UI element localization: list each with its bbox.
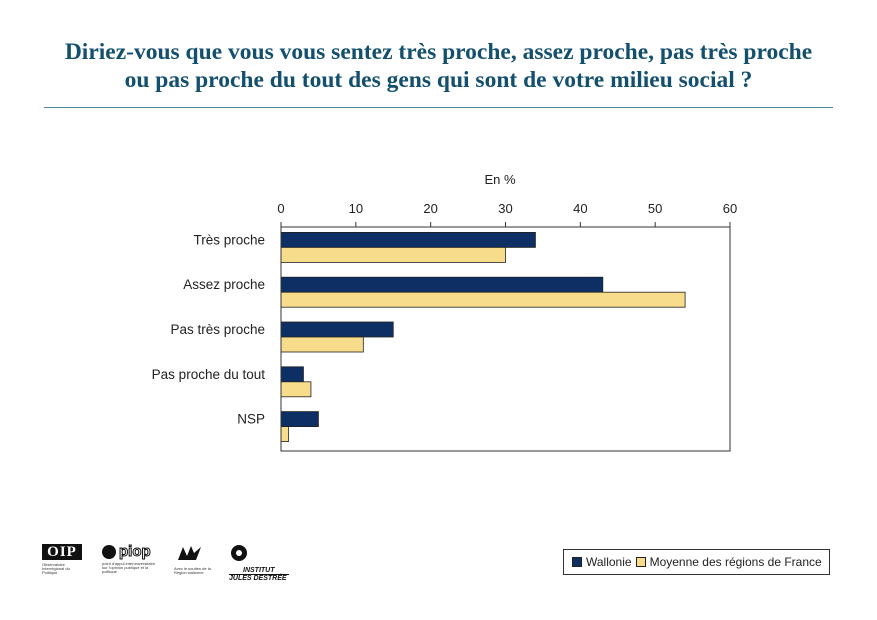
title-divider [44, 107, 833, 108]
piop-logo-mark: piop [119, 543, 152, 560]
wallonie-logo: Avec le soutien de la Région wallonne [174, 544, 214, 575]
bar-wallonie [280, 321, 394, 338]
legend-item-wallonie: Wallonie [572, 555, 632, 569]
bar-france [280, 246, 506, 263]
ijd-logo: INSTITUT JULES DESTRÉE [229, 544, 289, 582]
x-tick-label: 60 [723, 201, 737, 216]
category-label: Très proche [193, 232, 265, 247]
legend-item-france: Moyenne des régions de France [635, 555, 822, 569]
legend-label-wallonie: Wallonie [586, 555, 632, 569]
chart-title: Diriez-vous que vous vous sentez très pr… [20, 38, 857, 94]
bar-wallonie [280, 411, 319, 428]
bar-france [280, 381, 312, 398]
wallonie-logo-caption: Avec le soutien de la Région wallonne [174, 566, 211, 575]
legend-swatch-france [635, 557, 646, 567]
oip-logo-caption: Observatoire Interrégional du Politique [42, 562, 70, 575]
x-tick-label: 30 [498, 201, 512, 216]
bar-wallonie [280, 231, 536, 248]
category-label: NSP [237, 412, 265, 427]
x-tick-label: 40 [573, 201, 587, 216]
legend: Wallonie Moyenne des régions de France [563, 549, 830, 575]
piop-logo-caption: point d'appui interuniversitaire sur l'o… [102, 561, 156, 574]
ijd-logo-line1: INSTITUT [243, 567, 275, 574]
piop-logo: piop point d'appui interuniversitaire su… [102, 543, 162, 574]
x-tick-label: 0 [277, 201, 284, 216]
category-label: Assez proche [183, 277, 265, 292]
bar-chart: En % 0 10 20 30 40 50 60 Très proche Assez proc… [152, 172, 737, 452]
piop-circle-icon [102, 545, 116, 559]
x-tick-label: 20 [423, 201, 437, 216]
partner-logos: OIP Observatoire Interrégional du Politi… [42, 543, 292, 584]
title-line-1: Diriez-vous que vous vous sentez très pr… [64, 39, 813, 65]
bar-france [280, 336, 364, 353]
legend-swatch-wallonie [572, 557, 582, 567]
category-labels: Très proche Assez proche Pas très proche Pa… [152, 232, 266, 426]
oip-logo: OIP Observatoire Interrégional du Politi… [42, 544, 86, 575]
x-tick-label: 50 [648, 201, 662, 216]
bar-wallonie [280, 366, 304, 383]
bar-wallonie [280, 276, 604, 293]
ijd-emblem-icon [231, 545, 247, 561]
wallonie-rooster-icon [178, 546, 201, 560]
oip-logo-mark: OIP [42, 544, 82, 560]
bars [280, 231, 686, 443]
bar-france [280, 291, 686, 308]
x-tick-label: 10 [349, 201, 363, 216]
x-axis-ticks: 0 10 20 30 40 50 60 [277, 201, 737, 227]
legend-label-france: Moyenne des régions de France [649, 555, 822, 569]
bar-france [280, 426, 289, 443]
category-label: Pas très proche [170, 322, 265, 337]
ijd-logo-line2: JULES DESTRÉE [229, 574, 289, 582]
category-label: Pas proche du tout [152, 367, 266, 382]
unit-label: En % [484, 172, 516, 187]
plot-frame [280, 226, 731, 452]
title-line-2: ou pas proche du tout des gens qui sont … [124, 67, 753, 93]
